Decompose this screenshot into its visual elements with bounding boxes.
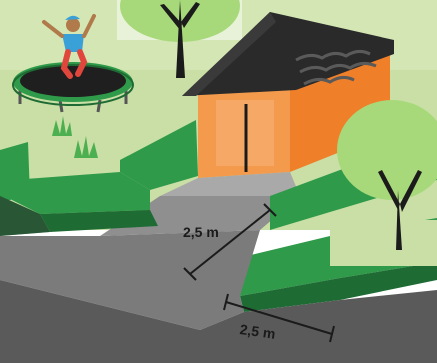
road [0,280,437,363]
sidewalk [0,230,260,330]
tree-icon [117,0,242,78]
tree-icon-right [337,100,437,250]
driveway-width-label: 2,5 m [183,224,219,240]
jumping-child-icon [42,14,96,79]
driveway [160,172,300,196]
grass-tuft-icon [52,116,98,158]
road-shade [0,196,50,236]
dimension-line-driveway [183,203,277,281]
dimension-line-hedge [223,293,335,343]
trampoline-icon [12,62,134,113]
